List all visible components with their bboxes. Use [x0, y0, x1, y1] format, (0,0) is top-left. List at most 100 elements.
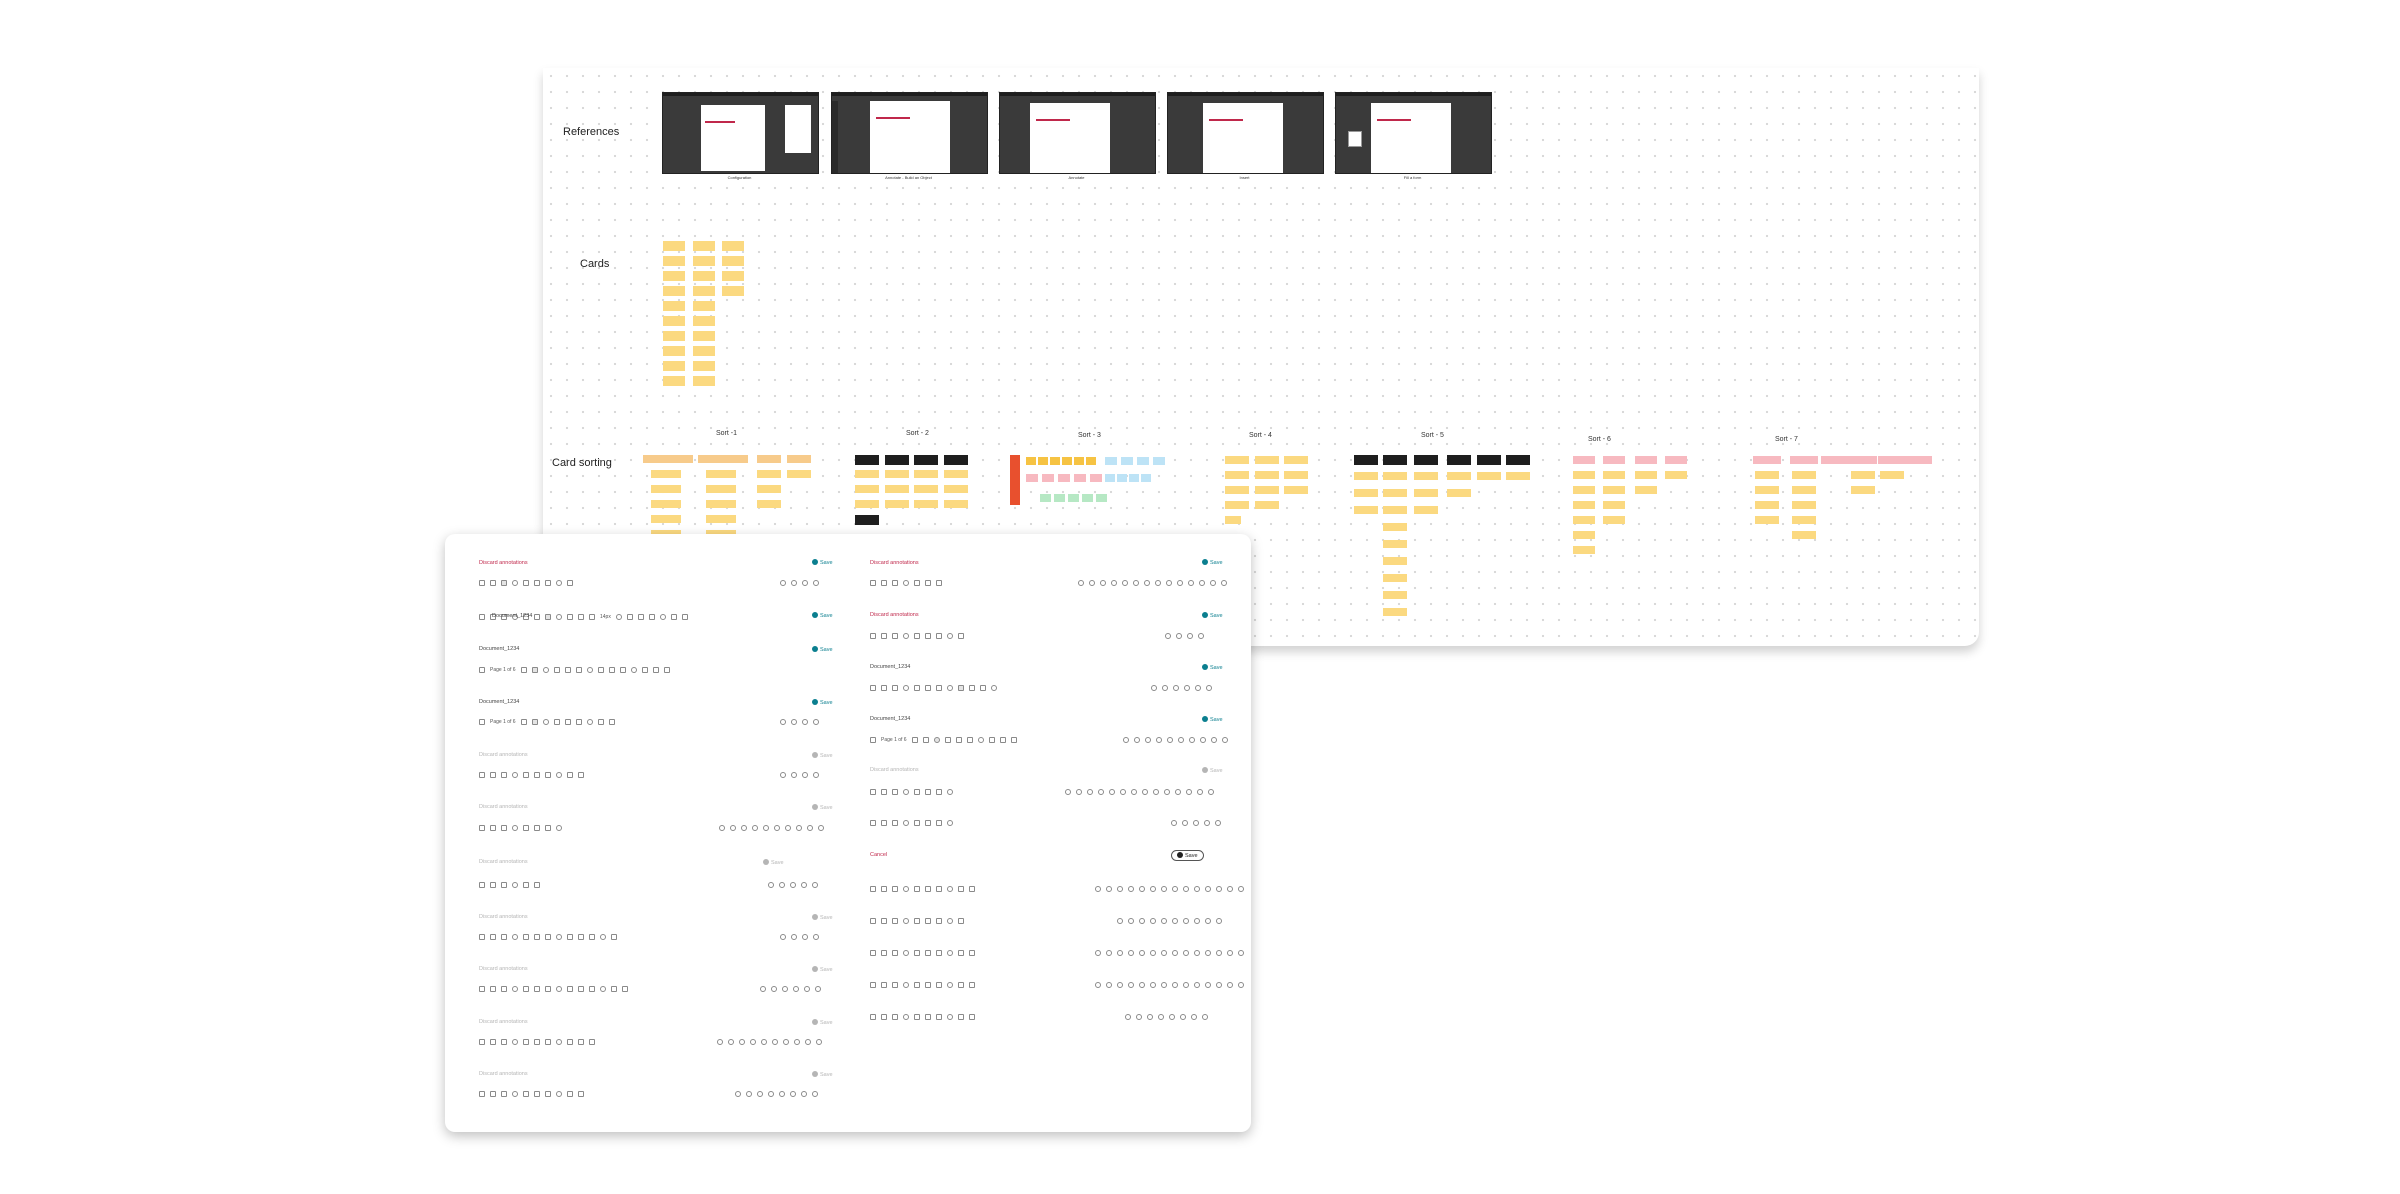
action-icon[interactable] — [791, 933, 797, 940]
tool-icon[interactable] — [936, 684, 942, 691]
tool-icon[interactable] — [648, 613, 655, 620]
tool-icon[interactable] — [611, 933, 617, 940]
save-button[interactable]: Save — [1202, 612, 1223, 619]
save-button[interactable]: Save — [1202, 664, 1223, 671]
sort-card[interactable] — [1225, 471, 1249, 479]
sort-card[interactable] — [1635, 456, 1657, 464]
action-icon[interactable] — [802, 718, 808, 725]
tool-icon[interactable] — [597, 666, 604, 673]
tool-icon[interactable] — [556, 824, 562, 831]
tool-icon[interactable] — [512, 881, 518, 888]
page-current[interactable]: 1 — [894, 736, 899, 743]
action-icon[interactable] — [780, 771, 786, 778]
tool-icon[interactable] — [523, 613, 529, 620]
sticky-note[interactable] — [663, 376, 685, 386]
action-icon[interactable] — [1215, 819, 1221, 826]
action-icon[interactable] — [1176, 632, 1182, 639]
tool-icon[interactable] — [991, 684, 997, 691]
tool-icon[interactable] — [545, 1038, 551, 1045]
tool-icon[interactable] — [556, 579, 562, 586]
tool-icon[interactable] — [608, 718, 615, 725]
tool-icon[interactable] — [534, 613, 540, 620]
tool-icon[interactable] — [903, 885, 909, 892]
action-icon[interactable] — [1139, 885, 1145, 892]
action-icon[interactable] — [1139, 917, 1145, 924]
font-size-select[interactable]: 14px — [600, 613, 611, 620]
action-icon[interactable] — [1216, 981, 1222, 988]
tool-icon[interactable] — [490, 985, 496, 992]
tool-icon[interactable] — [870, 736, 876, 743]
tool-icon[interactable] — [567, 579, 573, 586]
action-icon[interactable] — [1208, 788, 1214, 795]
tool-icon[interactable] — [501, 579, 507, 586]
action-icon[interactable] — [812, 881, 818, 888]
action-icon[interactable] — [813, 933, 819, 940]
tool-icon[interactable] — [914, 885, 920, 892]
sort-card[interactable] — [1414, 489, 1438, 497]
tool-icon[interactable] — [914, 819, 920, 826]
sort-card[interactable] — [1477, 455, 1501, 465]
discard-annotations-button[interactable]: Discard annotations — [479, 966, 528, 972]
action-icon[interactable] — [794, 1038, 800, 1045]
tool-icon[interactable] — [520, 666, 527, 673]
sort-card[interactable] — [1755, 486, 1779, 494]
tool-icon[interactable] — [936, 981, 942, 988]
action-icon[interactable] — [804, 985, 810, 992]
sort-card[interactable] — [1414, 455, 1438, 465]
sort-card[interactable] — [1383, 523, 1407, 531]
sort-card[interactable] — [1665, 471, 1687, 479]
tool-icon[interactable] — [925, 1013, 931, 1020]
tool-icon[interactable] — [531, 666, 538, 673]
action-icon[interactable] — [757, 1090, 763, 1097]
tool-icon[interactable] — [490, 824, 496, 831]
action-icon[interactable] — [783, 1038, 789, 1045]
tool-icon[interactable] — [881, 684, 887, 691]
save-button[interactable]: Save — [812, 559, 833, 566]
tool-icon[interactable] — [903, 819, 909, 826]
action-icon[interactable] — [730, 824, 736, 831]
tool-icon[interactable] — [947, 885, 953, 892]
action-icon[interactable] — [1144, 579, 1150, 586]
tool-icon[interactable] — [512, 985, 518, 992]
action-icon[interactable] — [1205, 885, 1211, 892]
discard-annotations-button[interactable]: Discard annotations — [479, 1071, 528, 1077]
sort-card[interactable] — [1880, 471, 1904, 479]
action-icon[interactable] — [1139, 981, 1145, 988]
tool-icon[interactable] — [490, 933, 496, 940]
tool-icon[interactable] — [870, 885, 876, 892]
save-button[interactable]: Save — [1202, 716, 1223, 723]
tool-icon[interactable] — [958, 949, 964, 956]
sticky-note[interactable] — [693, 286, 715, 296]
tool-icon[interactable] — [553, 718, 560, 725]
sort-card[interactable] — [1117, 474, 1127, 482]
tool-icon[interactable] — [936, 788, 942, 795]
tool-icon[interactable] — [903, 1013, 909, 1020]
sort-card[interactable] — [885, 500, 909, 508]
discard-annotations-button[interactable]: Discard annotations — [479, 1019, 528, 1025]
tool-icon[interactable] — [567, 771, 573, 778]
action-icon[interactable] — [1155, 579, 1161, 586]
discard-annotations-button[interactable]: Discard annotations — [479, 560, 528, 566]
action-icon[interactable] — [735, 1090, 741, 1097]
tool-icon[interactable] — [608, 666, 615, 673]
discard-annotations-button[interactable]: Discard annotations — [479, 914, 528, 920]
sort-card[interactable] — [1074, 474, 1086, 482]
action-icon[interactable] — [780, 579, 786, 586]
tool-icon[interactable] — [914, 632, 920, 639]
sort-card[interactable] — [757, 470, 781, 478]
action-icon[interactable] — [772, 1038, 778, 1045]
action-icon[interactable] — [1145, 736, 1151, 743]
tool-icon[interactable] — [523, 771, 529, 778]
sort-card[interactable] — [1755, 516, 1779, 524]
tool-icon[interactable] — [925, 632, 931, 639]
action-icon[interactable] — [1193, 819, 1199, 826]
action-icon[interactable] — [790, 1090, 796, 1097]
action-icon[interactable] — [1205, 917, 1211, 924]
tool-icon[interactable] — [870, 684, 876, 691]
action-icon[interactable] — [1202, 1013, 1208, 1020]
action-icon[interactable] — [1128, 949, 1134, 956]
sort-card[interactable] — [706, 515, 736, 523]
tool-icon[interactable] — [999, 736, 1006, 743]
tool-icon[interactable] — [534, 824, 540, 831]
tool-icon[interactable] — [914, 684, 920, 691]
